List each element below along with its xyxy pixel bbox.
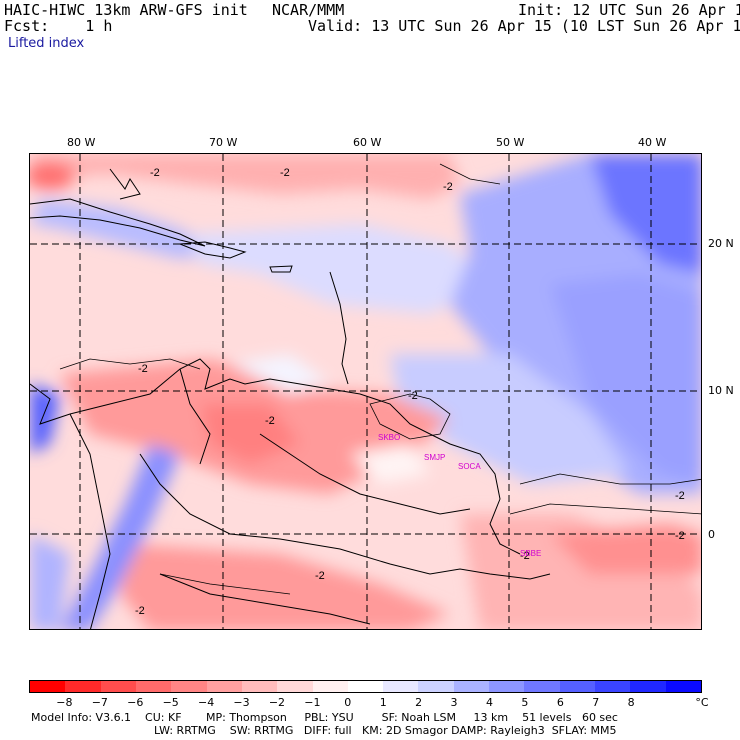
station-sbbe: SBBE <box>520 549 541 558</box>
station-smjp: SMJP <box>424 453 445 462</box>
contour-label: -2 <box>520 550 530 562</box>
colorbar-swatch <box>418 681 454 692</box>
colorbar-swatch <box>241 681 278 692</box>
model-title: HAIC-HIWC 13km ARW-GFS init <box>4 1 248 19</box>
colorbar-swatch <box>665 681 701 692</box>
init-time: Init: 12 UTC Sun 26 Apr 15 <box>518 1 740 19</box>
colorbar-tick-label: 8 <box>627 696 635 709</box>
colorbar-swatch <box>171 681 207 692</box>
contour-label: -2 <box>135 605 145 617</box>
lat-label-20n: 20 N <box>708 237 734 250</box>
colorbar-swatch <box>135 681 172 692</box>
colorbar-swatch <box>312 681 348 692</box>
contours <box>59 163 701 595</box>
center-label: NCAR/MMM <box>272 1 345 19</box>
colorbar-tick-label: −6 <box>127 696 144 709</box>
contour-label: -2 <box>443 181 453 193</box>
model-info-line2: LW: RRTMG SW: RRTMG DIFF: full KM: 2D Sm… <box>154 724 617 737</box>
colorbar-swatch <box>595 681 631 692</box>
field-shading <box>30 154 701 629</box>
contour-label: -2 <box>150 167 160 179</box>
colorbar-swatch <box>524 681 560 692</box>
lon-label-80w: 80 W <box>67 136 96 149</box>
lon-label-50w: 50 W <box>496 136 525 149</box>
colorbar-tick-label: 3 <box>450 696 458 709</box>
colorbar-swatch <box>453 681 490 692</box>
contour-labels: -2 -2 -2 -2 -2 -2 -2 -2 -2 -2 -2 <box>135 167 685 617</box>
colorbar-tick-label: −1 <box>304 696 321 709</box>
colorbar-tick-label: 1 <box>379 696 387 709</box>
coastlines <box>30 168 551 629</box>
station-skbo: SKBO <box>378 433 400 442</box>
contour-label: -2 <box>675 490 685 502</box>
colorbar-tick-label: 4 <box>485 696 493 709</box>
colorbar-tick-label: −4 <box>197 696 215 709</box>
forecast-hour: Fcst: 1 h <box>4 17 113 35</box>
field-name: Lifted index <box>8 36 85 51</box>
contour-label: -2 <box>280 167 290 179</box>
contour-label: -2 <box>408 390 418 402</box>
colorbar-tick-label: 0 <box>344 696 352 709</box>
lifted-index-map: -2 -2 -2 -2 -2 -2 -2 -2 -2 -2 -2 SKBO SM… <box>29 153 702 630</box>
model-info-line1: Model Info: V3.6.1 CU: KF MP: Thompson P… <box>31 711 618 724</box>
lon-label-60w: 60 W <box>353 136 382 149</box>
colorbar-swatch <box>383 681 419 692</box>
colorbar-swatch <box>347 681 384 692</box>
colorbar-swatch <box>277 681 313 692</box>
colorbar <box>29 680 702 693</box>
colorbar-tick-label: −7 <box>91 696 108 709</box>
colorbar-tick-label: 5 <box>521 696 529 709</box>
contour-label: -2 <box>138 363 148 375</box>
colorbar-tick-label: 6 <box>556 696 564 709</box>
colorbar-swatch <box>30 681 66 692</box>
colorbar-swatch <box>100 681 136 692</box>
contour-label: -2 <box>675 530 685 542</box>
colorbar-tick-label: −8 <box>56 696 73 709</box>
station-labels: SKBO SMJP SOCA SBBE <box>378 433 541 558</box>
lon-label-70w: 70 W <box>209 136 238 149</box>
colorbar-tick-label: −2 <box>268 696 286 709</box>
lon-label-40w: 40 W <box>638 136 667 149</box>
colorbar-swatch <box>489 681 525 692</box>
lat-label-0: 0 <box>708 528 715 541</box>
contour-label: -2 <box>265 415 275 427</box>
valid-time: Valid: 13 UTC Sun 26 Apr 15 (10 LST Sun … <box>308 17 740 35</box>
colorbar-tick-label: −5 <box>162 696 179 709</box>
graticule <box>30 154 701 629</box>
colorbar-swatch <box>65 681 101 692</box>
lat-label-10n: 10 N <box>708 384 734 397</box>
map-canvas: -2 -2 -2 -2 -2 -2 -2 -2 -2 -2 -2 SKBO SM… <box>30 154 701 629</box>
colorbar-swatch <box>630 681 666 692</box>
colorbar-swatch <box>559 681 595 692</box>
colorbar-unit: °C <box>695 696 709 709</box>
colorbar-tick-label: 2 <box>415 696 423 709</box>
contour-label: -2 <box>315 570 325 582</box>
colorbar-tick-label: 7 <box>592 696 600 709</box>
station-soca: SOCA <box>458 462 481 471</box>
colorbar-tick-label: −3 <box>233 696 250 709</box>
colorbar-swatch <box>206 681 242 692</box>
